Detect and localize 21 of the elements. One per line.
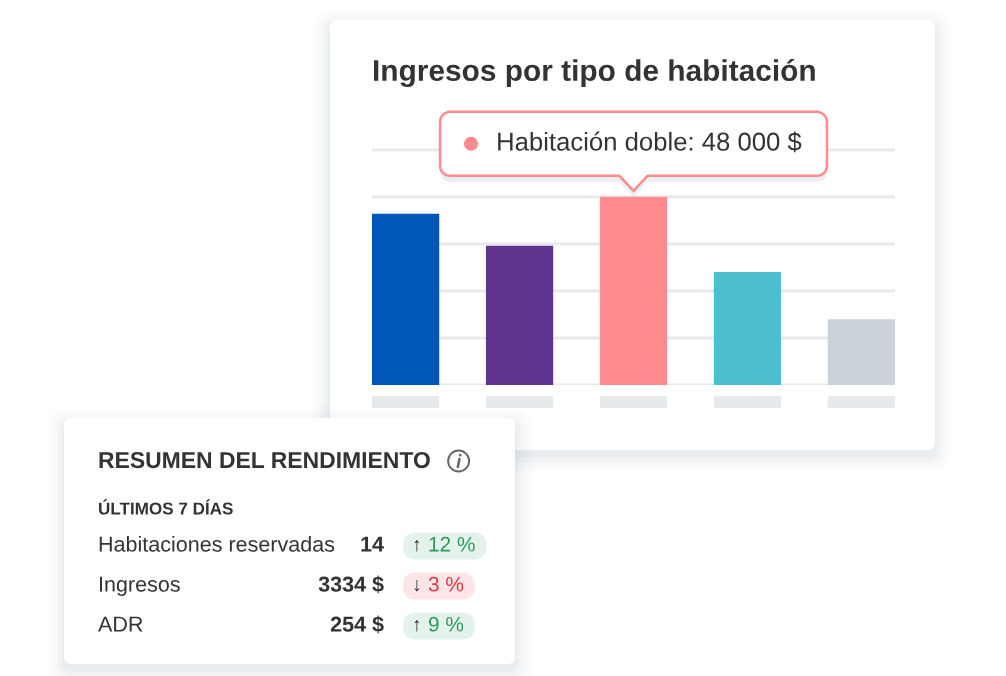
bar bbox=[372, 213, 440, 385]
text: 14 bbox=[361, 536, 384, 552]
annotation: Habitación doble: 48 000 $ bbox=[498, 131, 802, 153]
text: ÚLTIMOS 7 DÍAS bbox=[99, 499, 233, 515]
bar bbox=[827, 319, 895, 385]
text: 254 $ bbox=[330, 615, 384, 634]
text: 12 % bbox=[429, 536, 475, 552]
text: Habitaciones reservadas bbox=[99, 535, 335, 552]
text: 3 % bbox=[428, 576, 464, 592]
text: Ingresos bbox=[99, 576, 180, 597]
text: ADR bbox=[98, 616, 143, 632]
text: ↓ bbox=[414, 580, 420, 592]
text: ↑ bbox=[414, 620, 420, 632]
bar bbox=[713, 272, 782, 385]
bar bbox=[599, 196, 668, 385]
text: 3334 $ bbox=[318, 575, 384, 594]
text: RESUMEN DEL RENDIMIENTO bbox=[99, 451, 430, 469]
text: ↑ bbox=[414, 540, 420, 552]
chart-title: Ingresos por tipo de habitación bbox=[374, 58, 815, 88]
text: 9 % bbox=[428, 616, 464, 632]
bar bbox=[485, 245, 554, 385]
